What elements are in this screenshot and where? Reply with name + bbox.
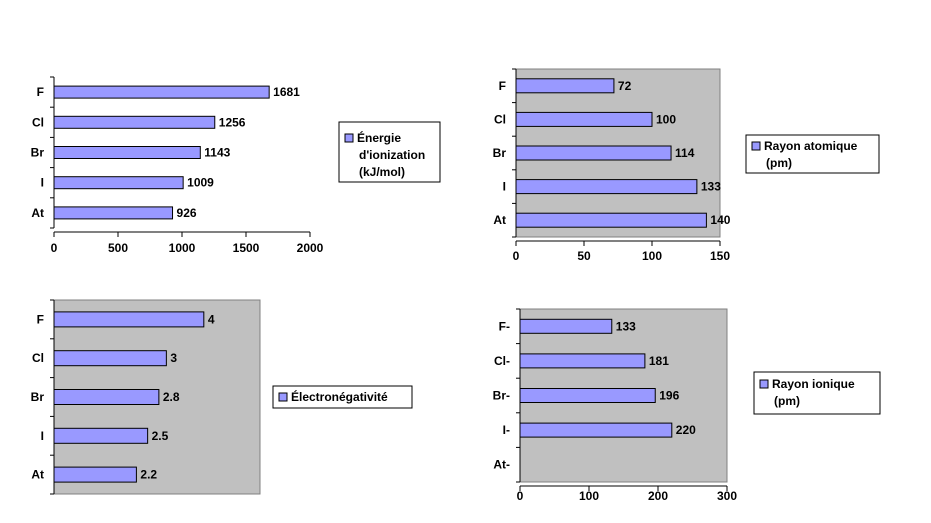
legend: Rayon ionique (pm): [753, 371, 881, 415]
bar: [519, 318, 613, 334]
x-tick-label: 1000: [169, 241, 196, 255]
category-label: At-: [493, 458, 510, 472]
bar: [515, 145, 672, 161]
legend-label: Rayon ionique: [772, 377, 855, 391]
legend-label: Énergie: [357, 130, 401, 145]
data-label: 1009: [187, 176, 214, 190]
x-tick-label: 150: [710, 249, 730, 263]
bar: [515, 212, 707, 228]
bar: [53, 466, 137, 483]
chart-1: F 1681 Cl 1256 Br 1143 I 1009 At 926 0 500 1000 1500 2…: [31, 76, 441, 255]
bar: [53, 206, 174, 220]
data-label: 2.8: [163, 390, 180, 404]
bar: [515, 111, 653, 127]
category-label: At: [493, 213, 506, 227]
x-tick-label: 0: [517, 489, 524, 503]
data-label: 4: [208, 312, 215, 326]
data-label: 2.5: [152, 429, 169, 443]
x-tick-label: 100: [579, 489, 599, 503]
data-label: 72: [618, 79, 632, 93]
x-tick-label: 200: [648, 489, 668, 503]
data-label: 133: [701, 180, 721, 194]
data-label: 1256: [219, 115, 246, 129]
legend-label: (pm): [766, 156, 792, 170]
legend-box: [745, 134, 880, 174]
bar: [53, 311, 205, 328]
category-label: At: [31, 206, 44, 220]
legend-swatch: [344, 133, 354, 143]
x-tick-label: 500: [108, 241, 128, 255]
data-label: 2.2: [140, 468, 157, 482]
legend-swatch: [751, 141, 761, 151]
bar: [515, 179, 698, 195]
legend-box: [338, 121, 441, 183]
category-label: I-: [503, 423, 510, 437]
x-tick-label: 0: [513, 249, 520, 263]
data-label: 181: [649, 354, 669, 368]
data-label: 1681: [273, 85, 300, 99]
category-label: At: [31, 468, 44, 482]
x-tick-label: 0: [51, 241, 58, 255]
legend-label: (pm): [774, 394, 800, 408]
category-label: Br: [31, 146, 45, 160]
data-label: 220: [676, 423, 696, 437]
bar: [53, 389, 160, 405]
legend-label: d'ionization: [359, 148, 425, 162]
legend-swatch: [278, 392, 288, 402]
x-tick-label: 300: [717, 489, 737, 503]
bar: [53, 350, 167, 367]
category-label: Br: [31, 390, 45, 404]
category-label: F: [37, 312, 44, 326]
data-label: 1143: [204, 146, 230, 160]
category-label: F: [499, 79, 506, 93]
legend-box: [272, 385, 413, 409]
category-label: F: [37, 85, 44, 99]
chart-4: F- 133 Cl- 181 Br- 196 I- 220 At- 0 100 200 300 Rayon…: [493, 308, 881, 503]
data-label: 133: [616, 319, 636, 333]
data-label: 3: [170, 351, 177, 365]
category-label: I: [503, 180, 506, 194]
category-label: Br-: [493, 389, 510, 403]
bar: [53, 427, 149, 444]
bar: [519, 388, 656, 403]
bar: [53, 115, 216, 129]
legend-label: (kJ/mol): [359, 165, 405, 179]
legend-label: Électronégativité: [291, 389, 388, 404]
bar: [519, 422, 673, 438]
bar: [519, 353, 646, 369]
bar: [53, 146, 201, 159]
bar: [53, 176, 184, 190]
bar: [515, 78, 615, 94]
category-label: Cl-: [494, 354, 510, 368]
data-label: 114: [675, 146, 695, 160]
data-label: 196: [659, 389, 679, 403]
x-tick-label: 100: [642, 249, 662, 263]
x-tick-label: 1500: [233, 241, 260, 255]
x-tick-label: 50: [577, 249, 591, 263]
data-label: 140: [710, 213, 730, 227]
category-label: Cl: [32, 115, 44, 129]
data-label: 926: [177, 206, 197, 220]
legend-label: Rayon atomique: [764, 139, 858, 153]
legend: Électronégativité: [272, 385, 413, 409]
legend-swatch: [759, 379, 769, 389]
category-label: Cl: [32, 351, 44, 365]
category-label: I: [41, 176, 44, 190]
legend-box: [753, 371, 881, 415]
legend: Énergie d'ionization (kJ/mol): [338, 121, 441, 183]
category-label: I: [41, 429, 44, 443]
chart-3: F 4 Cl 3 Br 2.8 I 2.5 At 2.2 Électronégativité: [31, 299, 413, 495]
x-tick-label: 2000: [297, 241, 324, 255]
category-label: Br: [493, 146, 507, 160]
chart-2: F 72 Cl 100 Br 114 I 133 At 140 0 50 100 150 Rayon ato…: [493, 68, 880, 263]
category-label: F-: [499, 319, 510, 333]
category-label: Cl: [494, 112, 506, 126]
data-label: 100: [656, 112, 676, 126]
bar: [53, 85, 270, 99]
legend: Rayon atomique (pm): [745, 134, 880, 174]
